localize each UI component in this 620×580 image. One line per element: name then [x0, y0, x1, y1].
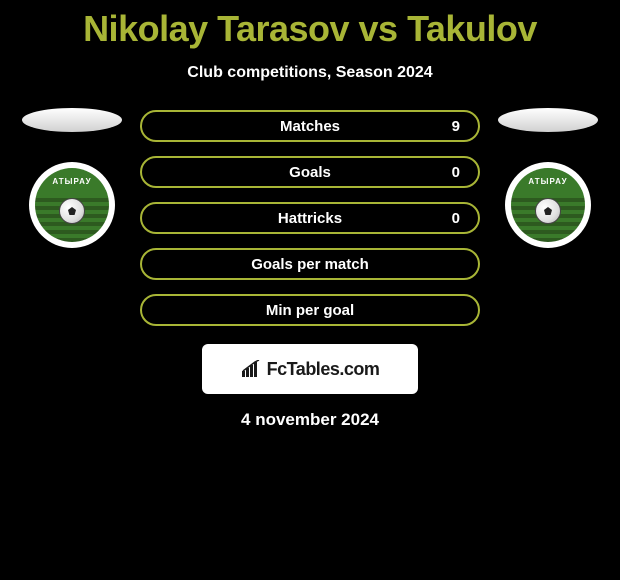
stat-value: 9: [452, 118, 460, 135]
soccer-ball-icon: [535, 198, 561, 224]
left-player-col: АТЫРАУ: [22, 110, 122, 248]
stat-label: Min per goal: [266, 302, 354, 319]
soccer-ball-icon: [59, 198, 85, 224]
stat-label: Matches: [280, 118, 340, 135]
right-badge-text: АТЫРАУ: [511, 168, 585, 194]
stat-row-goals: Goals 0: [140, 156, 480, 188]
stats-column: Matches 9 Goals 0 Hattricks 0 Goals per …: [140, 110, 480, 326]
stat-value: 0: [452, 210, 460, 227]
comparison-title: Nikolay Tarasov vs Takulov: [0, 0, 620, 50]
stat-row-matches: Matches 9: [140, 110, 480, 142]
comparison-subtitle: Club competitions, Season 2024: [0, 64, 620, 82]
chart-icon: [241, 360, 263, 378]
left-club-badge: АТЫРАУ: [29, 162, 115, 248]
right-player-col: АТЫРАУ: [498, 110, 598, 248]
content-row: АТЫРАУ Matches 9 Goals 0 Hattricks 0 Goa…: [0, 110, 620, 326]
left-player-placeholder: [22, 108, 122, 132]
stat-label: Goals per match: [251, 256, 369, 273]
logo-text: FcTables.com: [267, 359, 380, 380]
stat-label: Goals: [289, 164, 331, 181]
stat-value: 0: [452, 164, 460, 181]
right-player-placeholder: [498, 108, 598, 132]
stat-label: Hattricks: [278, 210, 342, 227]
stat-row-goals-per-match: Goals per match: [140, 248, 480, 280]
stat-row-min-per-goal: Min per goal: [140, 294, 480, 326]
right-club-badge: АТЫРАУ: [505, 162, 591, 248]
fctables-logo: FcTables.com: [202, 344, 418, 394]
stat-row-hattricks: Hattricks 0: [140, 202, 480, 234]
generation-date: 4 november 2024: [0, 410, 620, 430]
left-badge-text: АТЫРАУ: [35, 168, 109, 194]
